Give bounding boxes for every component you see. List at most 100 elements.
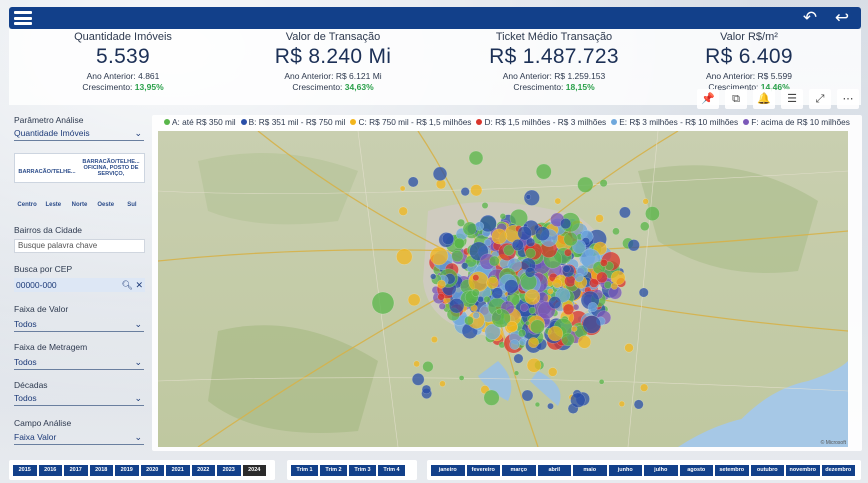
map-bubble[interactable] <box>519 338 527 346</box>
map-bubble[interactable] <box>547 325 564 342</box>
quarters-chip[interactable]: Trim 4 <box>378 464 405 476</box>
map-bubble[interactable] <box>530 319 545 335</box>
map-bubble[interactable] <box>483 238 492 247</box>
map-bubble[interactable] <box>484 323 501 340</box>
map-bubble[interactable] <box>486 276 499 289</box>
map-bubble[interactable] <box>554 197 562 205</box>
map-bubble[interactable] <box>525 237 536 247</box>
months-chip[interactable]: fevereiro <box>466 464 500 476</box>
map-bubble[interactable] <box>562 303 575 315</box>
map-bubble[interactable] <box>525 320 531 326</box>
map-bubble[interactable] <box>513 370 520 376</box>
map-bubble[interactable] <box>521 389 534 402</box>
map-bubble[interactable] <box>561 332 575 347</box>
map-bubble[interactable] <box>371 291 395 315</box>
years-chip[interactable]: 2018 <box>89 464 113 476</box>
months-chip[interactable]: junho <box>608 464 642 476</box>
map-bubble[interactable] <box>491 308 511 328</box>
map-bubble[interactable] <box>587 302 598 313</box>
map-bubble[interactable] <box>422 361 434 373</box>
years-chip[interactable]: 2020 <box>140 464 164 476</box>
pin-icon[interactable]: 📌 <box>697 89 719 109</box>
map-bubble[interactable] <box>563 231 578 247</box>
map-bubble[interactable] <box>441 232 455 245</box>
parametro-dropdown[interactable]: Quantidade Imóveis ⌄ <box>14 127 144 141</box>
bubble-map[interactable]: © Microsoft <box>158 131 848 447</box>
years-chip[interactable]: 2015 <box>13 464 37 476</box>
segment-item[interactable]: BARRACÃO/TELHE... <box>18 169 76 175</box>
map-bubble[interactable] <box>618 400 625 407</box>
map-bubble[interactable] <box>638 287 649 298</box>
map-bubble[interactable] <box>513 353 524 364</box>
map-bubble[interactable] <box>464 315 474 326</box>
months-chip[interactable]: novembro <box>786 464 820 476</box>
map-bubble[interactable] <box>599 179 608 188</box>
map-bubble[interactable] <box>470 184 483 197</box>
months-chip[interactable]: outubro <box>750 464 784 476</box>
campo-dropdown[interactable]: Faixa Valor ⌄ <box>14 431 144 445</box>
map-bubble[interactable] <box>596 271 608 284</box>
legend-item[interactable]: C: R$ 750 mil - R$ 1,5 milhões <box>350 117 471 127</box>
clear-icon[interactable]: ✕ <box>135 280 143 290</box>
map-bubble[interactable] <box>489 255 500 267</box>
map-bubble[interactable] <box>509 339 520 350</box>
cep-input[interactable]: 00000-000 🔍︎ ✕ <box>14 278 145 292</box>
map-bubble[interactable] <box>438 302 446 310</box>
map-bubble[interactable] <box>598 379 605 385</box>
legend-item[interactable]: D: R$ 1,5 milhões - R$ 3 milhões <box>476 117 606 127</box>
map-bubble[interactable] <box>421 384 432 395</box>
map-bubble[interactable] <box>624 343 634 353</box>
map-bubble[interactable] <box>458 375 465 381</box>
map-bubble[interactable] <box>547 288 554 295</box>
years-chip[interactable]: 2022 <box>191 464 215 476</box>
years-chip[interactable]: 2019 <box>115 464 139 476</box>
map-bubble[interactable] <box>472 274 480 282</box>
map-bubble[interactable] <box>535 163 552 180</box>
map-bubble[interactable] <box>411 373 425 386</box>
map-bubble[interactable] <box>481 202 489 209</box>
map-bubble[interactable] <box>468 150 484 166</box>
map-bubble[interactable] <box>437 293 445 301</box>
zone-norte[interactable]: Norte <box>71 202 88 208</box>
map-bubble[interactable] <box>503 244 515 256</box>
map-bubble[interactable] <box>547 402 554 410</box>
map-bubble[interactable] <box>528 337 539 349</box>
map-bubble[interactable] <box>461 262 469 270</box>
map-bubble[interactable] <box>407 176 419 188</box>
decadas-dropdown[interactable]: Todos ⌄ <box>14 392 144 406</box>
map-bubble[interactable] <box>429 246 449 266</box>
map-bubble[interactable] <box>407 293 421 307</box>
map-bubble[interactable] <box>640 221 650 231</box>
map-bubble[interactable] <box>577 335 592 349</box>
quarters-chip[interactable]: Trim 3 <box>349 464 376 476</box>
hamburger-icon[interactable] <box>14 11 32 25</box>
map-bubble[interactable] <box>499 213 506 220</box>
map-bubble[interactable] <box>517 226 532 241</box>
map-bubble[interactable] <box>534 401 541 408</box>
map-bubble[interactable] <box>472 311 480 319</box>
zone-oeste[interactable]: Oeste <box>97 202 115 208</box>
map-bubble[interactable] <box>504 279 519 294</box>
map-bubble[interactable] <box>524 289 541 305</box>
years-chip[interactable]: 2017 <box>64 464 88 476</box>
filter-icon[interactable]: ☰ <box>781 89 803 109</box>
map-bubble[interactable] <box>483 389 500 406</box>
map-bubble[interactable] <box>506 321 518 333</box>
years-chip[interactable]: 2016 <box>38 464 62 476</box>
months-chip[interactable]: abril <box>537 464 571 476</box>
months-chip[interactable]: março <box>502 464 536 476</box>
legend-item[interactable]: E: R$ 3 milhões - R$ 10 milhões <box>611 117 738 127</box>
map-bubble[interactable] <box>491 287 504 299</box>
map-bubble[interactable] <box>430 336 438 343</box>
zone-centro[interactable]: Centro <box>17 202 37 208</box>
map-bubble[interactable] <box>577 176 594 193</box>
map-bubble[interactable] <box>548 367 558 377</box>
map-bubble[interactable] <box>457 218 465 227</box>
map-bubble[interactable] <box>462 221 477 236</box>
years-chip[interactable]: 2023 <box>217 464 241 476</box>
map-bubble[interactable] <box>603 281 612 289</box>
legend-item[interactable]: B: R$ 351 mil - R$ 750 mil <box>240 117 345 127</box>
map-bubble[interactable] <box>519 303 529 312</box>
map-bubble[interactable] <box>525 247 536 259</box>
map-bubble[interactable] <box>491 228 508 245</box>
